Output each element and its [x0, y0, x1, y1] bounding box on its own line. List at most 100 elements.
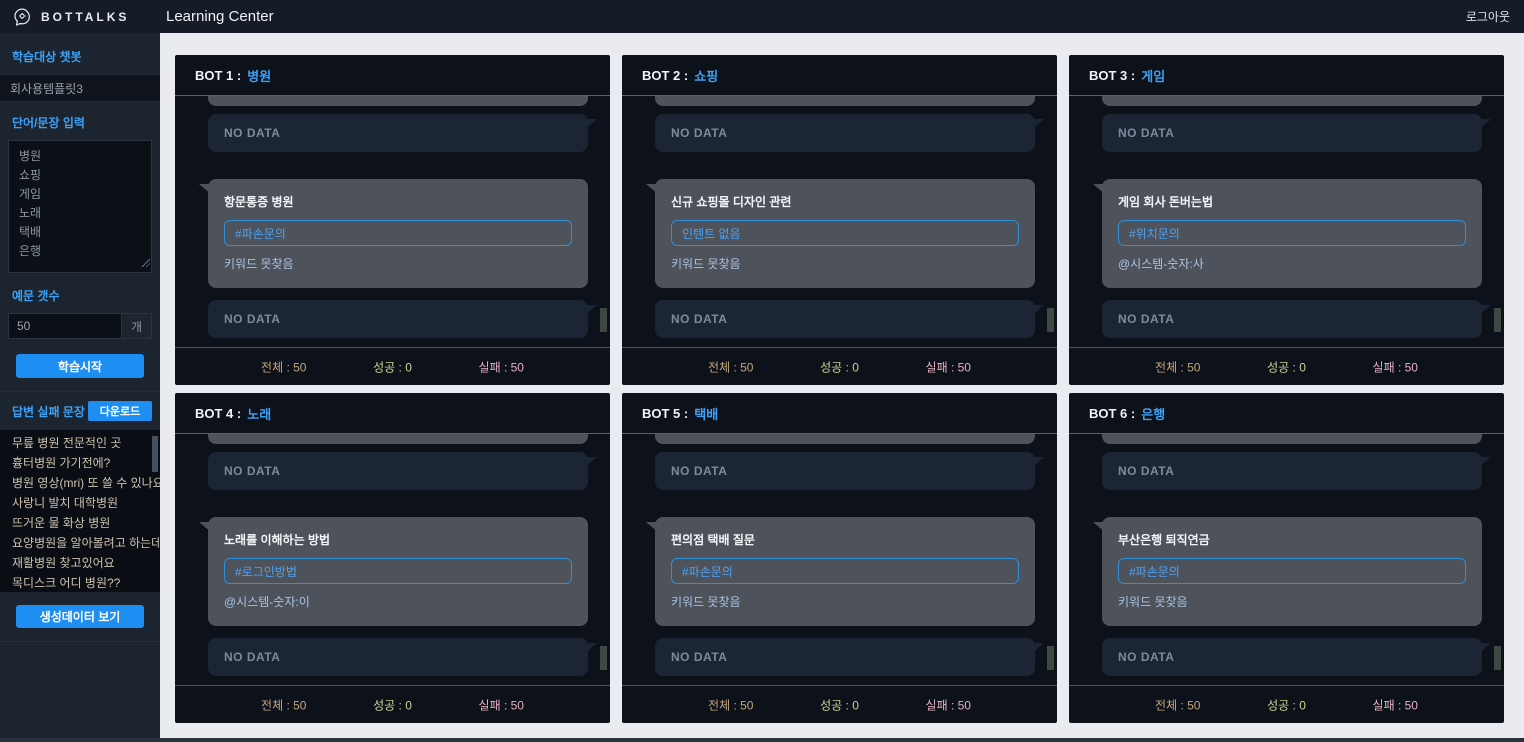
nodata-label: NO DATA	[224, 650, 281, 664]
list-item[interactable]: 뜨거운 물 화상 병원	[12, 516, 111, 530]
bot-nodata-bubble: NO DATA	[208, 114, 597, 152]
chat-log[interactable]: NO DATA 게임 회사 돈버는법 #위치문의 @시스템-숫자:사 NO DA…	[1069, 96, 1504, 347]
intent-tag-label: #파손문의	[682, 564, 733, 579]
template-select[interactable]: 회사용템플릿3	[0, 74, 160, 102]
user-message-bubble: 항문통증 병원 #파손문의 키워드 못찾음	[199, 179, 588, 288]
bot-name: BOT 4 :	[195, 405, 242, 421]
sidebar-divider	[0, 391, 160, 392]
scrollbar-thumb[interactable]	[1047, 308, 1054, 332]
user-message-bubble: 편의점 택배 질문 #파손문의 키워드 못찾음	[646, 517, 1035, 626]
nodata-label: NO DATA	[1118, 126, 1175, 140]
list-item[interactable]: 요양병원을 알아볼려고 하는데요.	[12, 536, 160, 550]
bot-nodata-bubble: NO DATA	[1102, 300, 1491, 338]
bot-card-header: BOT 5 : 택배	[622, 393, 1057, 434]
nodata-label: NO DATA	[224, 312, 281, 326]
intent-tag-box[interactable]: #위치문의	[1118, 220, 1466, 246]
textarea-resize-handle[interactable]	[140, 257, 150, 267]
chat-log[interactable]: NO DATA 노래를 이해하는 방법 #로그인방법 @시스템-숫자:이 NO …	[175, 434, 610, 685]
bottom-window-strip	[0, 738, 1524, 742]
chat-log[interactable]: NO DATA 부산은행 퇴직연금 #파손문의 키워드 못찾음 NO DATA	[1069, 434, 1504, 685]
list-item[interactable]: 무릎 병원 전문적인 곳	[12, 436, 122, 450]
truncated-user-bubble	[208, 434, 588, 444]
keyword-status: 키워드 못찾음	[224, 257, 294, 271]
intent-tag-label: #로그인방법	[235, 564, 297, 579]
example-count-input[interactable]	[8, 313, 122, 339]
stat-success: 성공 : 0	[1267, 360, 1306, 374]
nodata-label: NO DATA	[224, 464, 281, 478]
stat-success: 성공 : 0	[373, 360, 412, 374]
truncated-user-bubble	[1102, 434, 1482, 444]
intent-tag-box[interactable]: #로그인방법	[224, 558, 572, 584]
example-count-label: 예문 갯수	[12, 289, 60, 303]
scrollbar-thumb[interactable]	[1494, 308, 1501, 332]
keyword-status: @시스템-숫자:사	[1118, 257, 1204, 271]
user-message-bubble: 부산은행 퇴직연금 #파손문의 키워드 못찾음	[1093, 517, 1482, 626]
bot-category: 쇼핑	[694, 68, 719, 84]
list-item[interactable]: 병원 영상(mri) 또 쓸 수 있나요?	[12, 476, 160, 490]
chat-log[interactable]: NO DATA 편의점 택배 질문 #파손문의 키워드 못찾음 NO DATA	[622, 434, 1057, 685]
bot-nodata-bubble: NO DATA	[1102, 114, 1491, 152]
chat-log[interactable]: NO DATA 신규 쇼핑몰 디자인 관련 인텐트 없음 키워드 못찾음 NO …	[622, 96, 1057, 347]
bot-card-footer: 전체 : 50 성공 : 0 실패 : 50	[622, 347, 1057, 385]
bot-card-header: BOT 6 : 은행	[1069, 393, 1504, 434]
bot-card-header: BOT 2 : 쇼핑	[622, 55, 1057, 96]
logout-button[interactable]: 로그아웃	[1465, 10, 1510, 24]
page-title: Learning Center	[166, 8, 274, 25]
chat-log[interactable]: NO DATA 항문통증 병원 #파손문의 키워드 못찾음 NO DATA	[175, 96, 610, 347]
bottalks-head-gear-icon	[14, 8, 30, 26]
top-header: BOTTALKS Learning Center 로그아웃	[0, 0, 1524, 33]
intent-tag-label: #위치문의	[1129, 226, 1180, 241]
intent-tag-label: #파손문의	[235, 226, 286, 241]
user-message-text: 항문통증 병원	[224, 195, 294, 209]
keyword-status: 키워드 못찾음	[671, 595, 741, 609]
stat-total: 전체 : 50	[1155, 698, 1201, 712]
intent-tag-box[interactable]: #파손문의	[671, 558, 1019, 584]
view-generated-data-button[interactable]: 생성데이터 보기	[16, 605, 144, 628]
stat-fail: 실패 : 50	[1372, 360, 1418, 374]
bot-card-header: BOT 1 : 병원	[175, 55, 610, 96]
bot-card-footer: 전체 : 50 성공 : 0 실패 : 50	[175, 347, 610, 385]
example-count-row: 개	[8, 313, 152, 339]
scrollbar-thumb[interactable]	[1494, 646, 1501, 670]
intent-tag-box[interactable]: 인텐트 없음	[671, 220, 1019, 246]
fail-sentence-list[interactable]: 무릎 병원 전문적인 곳 흉터병원 가기전에? 병원 영상(mri) 또 쓸 수…	[0, 430, 160, 592]
brand-logo[interactable]: BOTTALKS	[0, 7, 160, 27]
bot-nodata-bubble: NO DATA	[208, 638, 597, 676]
fail-section-header: 답변 실패 문장 다운로드	[12, 401, 152, 421]
user-message-bubble: 신규 쇼핑몰 디자인 관련 인텐트 없음 키워드 못찾음	[646, 179, 1035, 288]
intent-tag-label: #파손문의	[1129, 564, 1180, 579]
bot-card: BOT 6 : 은행 NO DATA 부산은행 퇴직연금 #파손문의 키워드 못…	[1069, 393, 1504, 723]
bot-card-header: BOT 4 : 노래	[175, 393, 610, 434]
list-item[interactable]: 목디스크 어디 병원??	[12, 576, 121, 590]
bot-name: BOT 3 :	[1089, 67, 1136, 83]
stat-fail: 실패 : 50	[925, 698, 971, 712]
words-textarea[interactable]: 병원 쇼핑 게임 노래 택배 은행	[8, 140, 152, 273]
target-chatbot-label: 학습대상 챗봇	[12, 50, 82, 64]
list-item[interactable]: 흉터병원 가기전에?	[12, 456, 111, 470]
bot-card: BOT 5 : 택배 NO DATA 편의점 택배 질문 #파손문의 키워드 못…	[622, 393, 1057, 723]
main-content: BOT 1 : 병원 NO DATA 항문통증 병원 #파손문의 키워드 못찾음…	[160, 33, 1524, 738]
start-learning-button[interactable]: 학습시작	[16, 354, 144, 378]
stat-total: 전체 : 50	[708, 360, 754, 374]
list-item[interactable]: 재활병원 찾고있어요	[12, 556, 115, 570]
bot-card-footer: 전체 : 50 성공 : 0 실패 : 50	[175, 685, 610, 723]
truncated-user-bubble	[655, 434, 1035, 444]
scrollbar-thumb[interactable]	[600, 646, 607, 670]
list-item[interactable]: 사랑니 발치 대학병원	[12, 496, 119, 510]
bot-nodata-bubble: NO DATA	[655, 452, 1044, 490]
bot-card-footer: 전체 : 50 성공 : 0 실패 : 50	[622, 685, 1057, 723]
scrollbar-thumb[interactable]	[1047, 646, 1054, 670]
intent-tag-box[interactable]: #파손문의	[1118, 558, 1466, 584]
bot-nodata-bubble: NO DATA	[655, 638, 1044, 676]
fail-sentences-label: 답변 실패 문장	[12, 404, 85, 419]
truncated-user-bubble	[208, 96, 588, 106]
bot-card-header: BOT 3 : 게임	[1069, 55, 1504, 96]
download-button[interactable]: 다운로드	[88, 401, 152, 421]
nodata-label: NO DATA	[1118, 464, 1175, 478]
scrollbar-thumb[interactable]	[600, 308, 607, 332]
nodata-label: NO DATA	[671, 126, 728, 140]
user-message-text: 게임 회사 돈버는법	[1118, 195, 1213, 209]
intent-tag-box[interactable]: #파손문의	[224, 220, 572, 246]
bot-name: BOT 5 :	[642, 405, 689, 421]
scrollbar-thumb[interactable]	[152, 436, 158, 472]
